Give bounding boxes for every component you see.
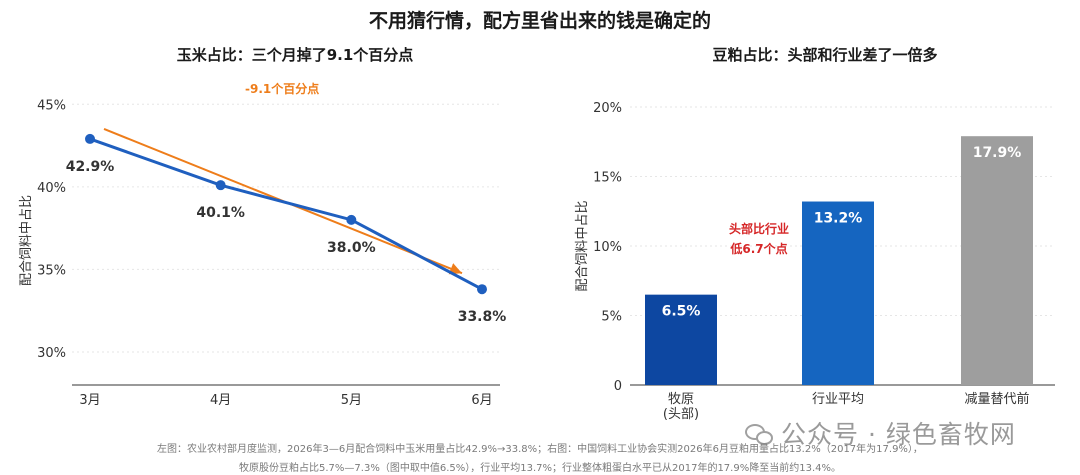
footnote-line-2: 牧原股份豆粕占比5.7%—7.3%（图中取中值6.5%），行业平均13.7%；行… bbox=[239, 463, 841, 474]
bar bbox=[802, 201, 874, 385]
y-tick-label: 35% bbox=[37, 263, 66, 278]
y-tick-label: 45% bbox=[37, 98, 66, 113]
corn-line-chart: 30% 35% 40% 45% 3月 4月 5月 6月 配合饲料中占比 -9.1个百分点 42.9%… bbox=[19, 81, 507, 408]
right-chart-title: 豆粕占比：头部和行业差了一倍多 bbox=[712, 46, 938, 64]
footnote-line-1: 左图：农业农村部月度监测，2026年3—6月配合饲料中玉米用量占比42.9%→3… bbox=[157, 444, 923, 455]
x-tick-label: 4月 bbox=[210, 393, 231, 408]
x-tick-label: 行业平均 bbox=[812, 392, 864, 407]
data-label: 13.2% bbox=[814, 211, 863, 227]
data-point bbox=[85, 133, 95, 144]
data-label: 38.0% bbox=[327, 240, 376, 256]
trend-arrow-label: -9.1个百分点 bbox=[245, 81, 319, 96]
data-label: 42.9% bbox=[66, 159, 115, 175]
watermark-text: 公众号 · 绿色畜牧网 bbox=[781, 420, 1016, 449]
wechat-icon bbox=[745, 422, 773, 445]
x-tick-label: 5月 bbox=[341, 393, 362, 408]
x-tick-label: 6月 bbox=[471, 393, 492, 408]
bar bbox=[645, 294, 717, 385]
x-tick-label: 减量替代前 bbox=[964, 391, 1029, 407]
x-tick-label: 牧原 bbox=[668, 392, 694, 407]
y-axis-label: 配合饲料中占比 bbox=[19, 195, 34, 286]
bar bbox=[961, 136, 1033, 385]
gap-annotation: 低6.7个点 bbox=[729, 241, 787, 256]
data-point bbox=[346, 214, 357, 225]
left-chart-title: 玉米占比：三个月掉了9.1个百分点 bbox=[176, 46, 414, 64]
series-line-corn bbox=[89, 137, 483, 291]
watermark: 公众号 · 绿色畜牧网 bbox=[745, 415, 1016, 451]
y-tick-label: 15% bbox=[593, 171, 622, 186]
y-tick-label: 5% bbox=[601, 310, 622, 325]
data-label: 33.8% bbox=[458, 309, 507, 325]
soymeal-bar-chart: 0 5% 10% 15% 20% 配合饲料中占比 6.5% 牧原(头部) 13.2% 行业平均 17… bbox=[575, 101, 1055, 422]
gap-annotation: 头部比行业 bbox=[729, 221, 789, 236]
y-tick-label: 20% bbox=[593, 101, 622, 116]
y-tick-label: 0 bbox=[614, 379, 622, 394]
x-tick-label: 3月 bbox=[79, 393, 100, 408]
data-point bbox=[215, 180, 226, 191]
y-tick-label: 10% bbox=[593, 240, 622, 255]
y-axis-label: 配合饲料中占比 bbox=[575, 200, 590, 291]
y-tick-label: 30% bbox=[37, 346, 66, 361]
data-label: 40.1% bbox=[196, 205, 245, 221]
data-label: 6.5% bbox=[662, 304, 701, 320]
page-title: 不用猜行情，配方里省出来的钱是确定的 bbox=[368, 10, 711, 32]
y-tick-label: 40% bbox=[37, 181, 66, 196]
data-label: 17.9% bbox=[973, 145, 1022, 161]
data-point bbox=[477, 284, 487, 295]
x-tick-label: (头部) bbox=[663, 407, 699, 422]
